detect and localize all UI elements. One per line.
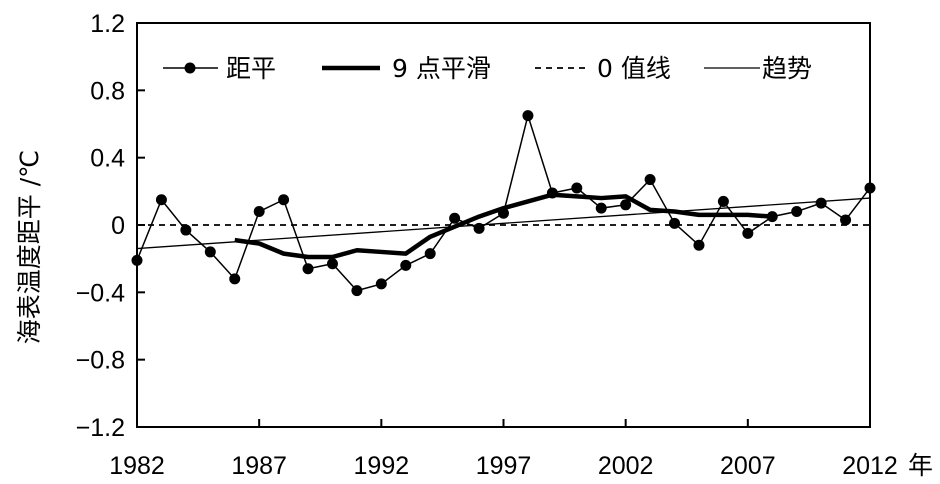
x-tick-label: 2002 [598,452,654,480]
legend-zero-label: 0 值线 [597,54,671,83]
anomaly-point [571,182,583,194]
anomaly-point [595,202,607,214]
anomaly-point [546,187,558,199]
legend-anomaly-marker [184,62,196,74]
y-tick-label: 0.4 [90,145,125,173]
series-layer [131,110,876,297]
anomaly-line [136,112,871,292]
anomaly-point [840,214,852,226]
anomaly-point [644,174,656,186]
x-axis-unit-label: 年 [908,451,933,480]
y-tick-label: 0 [111,212,125,240]
anomaly-point [473,222,485,234]
anomaly-point [717,195,729,207]
anomaly-point [669,217,681,229]
legend-anomaly-label: 距平 [226,54,276,83]
legend-smoothing-label: 9 点平滑 [392,54,491,83]
anomaly-point [522,110,534,122]
y-tick-label: −0.8 [76,347,125,375]
anomaly-point [326,258,338,270]
x-tick-label: 1987 [231,452,287,480]
anomaly-point [155,194,167,206]
anomaly-point [498,207,509,219]
anomaly-point [229,273,241,285]
x-tick-label: 2007 [720,452,776,480]
anomaly-point [693,239,705,251]
anomaly-point [253,206,265,218]
x-tick-label: 1997 [476,452,532,480]
x-tick-label: 1982 [109,452,165,480]
y-tick-label: −1.2 [76,414,125,442]
y-tick-label: 0.8 [90,77,125,105]
anomaly-point [302,263,314,275]
anomaly-point [400,259,412,271]
x-tick-label: 2012 [842,452,898,480]
legend: 距平 9 点平滑 0 值线 趋势 [163,54,812,83]
anomaly-point [449,212,461,224]
anomaly-point [864,182,876,194]
anomaly-point [742,227,754,239]
trend-line [136,197,871,250]
y-tick-label: −0.4 [76,279,125,307]
anomaly-point [791,206,803,218]
anomaly-point [204,246,216,258]
y-tick-label: 1.2 [90,10,125,38]
anomaly-point [278,194,290,206]
y-axis-title: 海表温度距平 /℃ [15,150,44,344]
anomaly-point [620,199,632,211]
anomaly-point [424,248,436,260]
anomaly-point [815,197,827,209]
anomaly-point [131,254,143,266]
axes: −1.2 −0.8 −0.4 0 0.4 0.8 1.2 1982 1987 1992 1997 20… [76,10,898,480]
anomaly-point [351,285,363,297]
anomaly-point [180,224,192,236]
legend-trend-label: 趋势 [762,54,812,83]
x-tick-label: 1992 [354,452,410,480]
anomaly-point [375,278,387,290]
anomaly-point [766,211,778,223]
